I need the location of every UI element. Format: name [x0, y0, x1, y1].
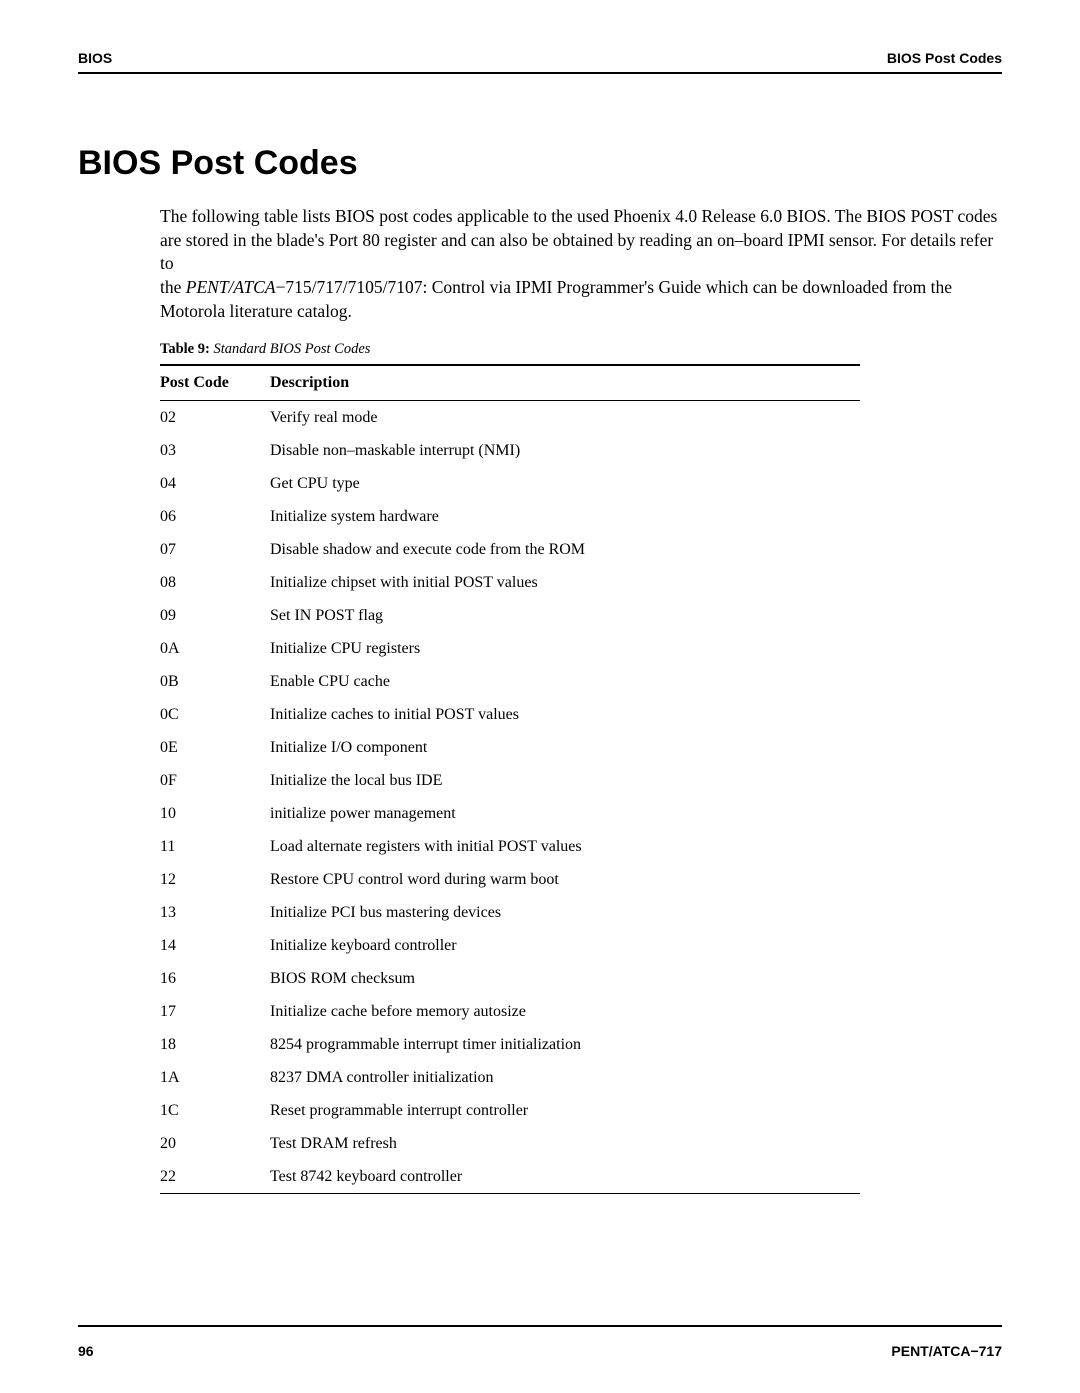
table-row: 0FInitialize the local bus IDE — [160, 764, 860, 797]
cell-post-code: 0C — [160, 698, 270, 731]
post-codes-table: Post Code Description 02Verify real mode… — [160, 364, 860, 1194]
cell-description: Initialize the local bus IDE — [270, 764, 860, 797]
cell-description: Load alternate registers with initial PO… — [270, 830, 860, 863]
intro-line-2b: −715/717/7105/7107: Control via IPMI Pro… — [160, 277, 952, 321]
cell-description: Verify real mode — [270, 401, 860, 435]
cell-post-code: 1C — [160, 1094, 270, 1127]
page-header: BIOS BIOS Post Codes — [78, 50, 1002, 74]
cell-description: Initialize system hardware — [270, 500, 860, 533]
footer-rule — [78, 1325, 1002, 1327]
intro-line-1: The following table lists BIOS post code… — [160, 206, 997, 273]
col-header-description: Description — [270, 365, 860, 401]
cell-description: Initialize chipset with initial POST val… — [270, 566, 860, 599]
table-row: 1A8237 DMA controller initialization — [160, 1061, 860, 1094]
intro-paragraph: The following table lists BIOS post code… — [160, 205, 1002, 323]
cell-post-code: 0B — [160, 665, 270, 698]
footer-page-number: 96 — [78, 1343, 94, 1359]
cell-post-code: 0E — [160, 731, 270, 764]
table-row: 0AInitialize CPU registers — [160, 632, 860, 665]
col-header-post-code: Post Code — [160, 365, 270, 401]
cell-post-code: 14 — [160, 929, 270, 962]
table-row: 188254 programmable interrupt timer init… — [160, 1028, 860, 1061]
table-caption-title: Standard BIOS Post Codes — [210, 341, 371, 357]
cell-post-code: 03 — [160, 434, 270, 467]
cell-post-code: 0A — [160, 632, 270, 665]
cell-post-code: 18 — [160, 1028, 270, 1061]
cell-description: Initialize CPU registers — [270, 632, 860, 665]
cell-description: Get CPU type — [270, 467, 860, 500]
table-row: 16BIOS ROM checksum — [160, 962, 860, 995]
cell-description: Disable shadow and execute code from the… — [270, 533, 860, 566]
cell-post-code: 12 — [160, 863, 270, 896]
cell-post-code: 10 — [160, 797, 270, 830]
table-row: 12Restore CPU control word during warm b… — [160, 863, 860, 896]
table-row: 03Disable non–maskable interrupt (NMI) — [160, 434, 860, 467]
cell-description: Set IN POST flag — [270, 599, 860, 632]
footer-doc-id: PENT/ATCA−717 — [891, 1343, 1002, 1359]
cell-description: Initialize cache before memory autosize — [270, 995, 860, 1028]
intro-product-name: PENT/ATCA — [186, 277, 276, 297]
cell-post-code: 11 — [160, 830, 270, 863]
cell-post-code: 20 — [160, 1127, 270, 1160]
table-caption-label: Table 9: — [160, 341, 210, 357]
cell-description: Initialize keyboard controller — [270, 929, 860, 962]
table-row: 11Load alternate registers with initial … — [160, 830, 860, 863]
cell-description: Initialize PCI bus mastering devices — [270, 896, 860, 929]
header-left: BIOS — [78, 50, 112, 66]
cell-description: Test DRAM refresh — [270, 1127, 860, 1160]
table-row: 08Initialize chipset with initial POST v… — [160, 566, 860, 599]
table-caption: Table 9: Standard BIOS Post Codes — [160, 341, 1002, 358]
table-row: 13Initialize PCI bus mastering devices — [160, 896, 860, 929]
cell-post-code: 17 — [160, 995, 270, 1028]
cell-post-code: 16 — [160, 962, 270, 995]
table-row: 17Initialize cache before memory autosiz… — [160, 995, 860, 1028]
table-header-row: Post Code Description — [160, 365, 860, 401]
cell-description: 8237 DMA controller initialization — [270, 1061, 860, 1094]
table-row: 14Initialize keyboard controller — [160, 929, 860, 962]
table-row: 02Verify real mode — [160, 401, 860, 435]
table-row: 09Set IN POST flag — [160, 599, 860, 632]
table-row: 0BEnable CPU cache — [160, 665, 860, 698]
page-title: BIOS Post Codes — [78, 144, 1002, 183]
cell-description: Test 8742 keyboard controller — [270, 1160, 860, 1194]
cell-description: Reset programmable interrupt controller — [270, 1094, 860, 1127]
table-row: 1CReset programmable interrupt controlle… — [160, 1094, 860, 1127]
cell-post-code: 06 — [160, 500, 270, 533]
post-codes-table-wrap: Post Code Description 02Verify real mode… — [160, 364, 860, 1194]
cell-description: 8254 programmable interrupt timer initia… — [270, 1028, 860, 1061]
cell-post-code: 0F — [160, 764, 270, 797]
table-row: 04Get CPU type — [160, 467, 860, 500]
cell-post-code: 02 — [160, 401, 270, 435]
intro-line-2a: the — [160, 277, 186, 297]
table-row: 22Test 8742 keyboard controller — [160, 1160, 860, 1194]
cell-description: Initialize caches to initial POST values — [270, 698, 860, 731]
table-row: 10initialize power management — [160, 797, 860, 830]
cell-post-code: 13 — [160, 896, 270, 929]
cell-post-code: 09 — [160, 599, 270, 632]
header-right: BIOS Post Codes — [887, 50, 1002, 66]
cell-post-code: 22 — [160, 1160, 270, 1194]
cell-description: Disable non–maskable interrupt (NMI) — [270, 434, 860, 467]
table-row: 07Disable shadow and execute code from t… — [160, 533, 860, 566]
page-footer: 96 PENT/ATCA−717 — [78, 1343, 1002, 1359]
cell-post-code: 08 — [160, 566, 270, 599]
table-row: 0EInitialize I/O component — [160, 731, 860, 764]
cell-post-code: 1A — [160, 1061, 270, 1094]
table-row: 06Initialize system hardware — [160, 500, 860, 533]
table-row: 20Test DRAM refresh — [160, 1127, 860, 1160]
cell-post-code: 07 — [160, 533, 270, 566]
table-row: 0CInitialize caches to initial POST valu… — [160, 698, 860, 731]
cell-description: Initialize I/O component — [270, 731, 860, 764]
cell-description: Restore CPU control word during warm boo… — [270, 863, 860, 896]
cell-post-code: 04 — [160, 467, 270, 500]
cell-description: initialize power management — [270, 797, 860, 830]
cell-description: BIOS ROM checksum — [270, 962, 860, 995]
cell-description: Enable CPU cache — [270, 665, 860, 698]
